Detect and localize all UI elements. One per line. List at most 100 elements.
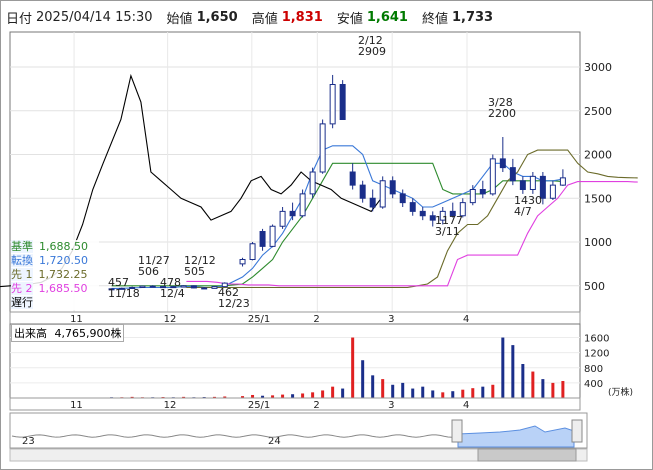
candle-body <box>289 210 296 217</box>
high-value: 1,831 <box>281 9 323 25</box>
navigator-scrollbar[interactable] <box>9 448 588 462</box>
navigator-label: 23 <box>22 436 35 447</box>
volume-title: 出来高 <box>14 327 47 340</box>
volume-bar <box>521 364 525 398</box>
candle-body <box>449 210 456 217</box>
candle-body <box>118 287 125 290</box>
low-label: 安値 <box>336 11 363 27</box>
candle-body <box>180 285 187 288</box>
volume-label: 出来高 4,765,900株 <box>11 324 125 342</box>
candle-body <box>409 202 416 212</box>
y-tick-label: 2000 <box>584 149 612 162</box>
annotation-value: 12/23 <box>218 297 250 310</box>
high-label: 高値 <box>251 11 278 27</box>
candle-body <box>559 177 566 186</box>
annotation-value: 3/11 <box>435 225 460 238</box>
x-tick-label: 25/1 <box>248 314 270 325</box>
volume-bar <box>291 394 295 398</box>
annotation-value: 11/18 <box>108 287 140 300</box>
candle-body <box>529 175 536 190</box>
annotation-value: 2909 <box>358 45 386 58</box>
y-tick-label: 500 <box>584 280 605 293</box>
volume-bar <box>351 337 355 398</box>
x-tick-label-volume: 12 <box>164 400 177 411</box>
annotation-value: 2200 <box>488 107 516 120</box>
candle-body <box>459 202 466 217</box>
legend-row: 遅行 <box>11 296 99 310</box>
volume-tick-label: 400 <box>584 379 603 390</box>
y-tick-label: 3000 <box>584 61 612 74</box>
volume-bar <box>421 386 425 398</box>
annotation-label: 457 <box>108 276 129 289</box>
volume-bar <box>501 337 505 398</box>
candle-body <box>211 286 218 289</box>
datetime-value: 2025/04/14 15:30 <box>36 9 153 25</box>
ichimoku-line <box>111 162 563 287</box>
x-tick-label: 2 <box>313 314 319 325</box>
legend-value: 1,688.50 <box>39 240 88 253</box>
candle-body <box>139 285 146 288</box>
volume-bar <box>261 395 265 398</box>
legend-row: 先 2 1,685.50 <box>11 282 99 296</box>
candle-body <box>429 215 436 221</box>
x-tick-label-volume: 25/1 <box>248 400 270 411</box>
legend-label: 先 1 <box>11 268 33 281</box>
candle-body <box>190 285 197 289</box>
legend-label: 遅行 <box>11 296 33 309</box>
volume-bar <box>531 371 535 398</box>
candle-body <box>108 288 115 291</box>
volume-bar <box>381 379 385 398</box>
navigator-scroll-thumb[interactable] <box>477 448 577 462</box>
volume-bar <box>341 388 345 398</box>
candle-body <box>309 171 316 195</box>
annotation-value: 12/4 <box>160 287 185 300</box>
legend-value: 1,720.50 <box>39 254 88 267</box>
volume-bar <box>481 386 485 398</box>
candle-body <box>359 184 366 199</box>
candle-body <box>170 286 177 289</box>
x-tick-label: 11 <box>70 314 83 325</box>
price-panel <box>9 31 581 313</box>
volume-tick-label: 1200 <box>584 349 609 360</box>
candle-body <box>129 287 136 289</box>
candle-body <box>469 189 476 204</box>
navigator-left-handle[interactable] <box>451 419 463 443</box>
indicator-legend: 基準 1,688.50 転換 1,720.50 先 1 1,732.25 先 2 1,685.… <box>11 240 99 310</box>
volume-bar <box>241 396 245 398</box>
candle-body <box>519 180 526 190</box>
annotation-label: 462 <box>218 286 239 299</box>
candle-body <box>479 189 486 195</box>
navigator-right-handle[interactable] <box>571 419 583 443</box>
x-tick-label-volume: 3 <box>388 400 394 411</box>
y-tick-label: 2500 <box>584 105 612 118</box>
x-tick-label: 4 <box>463 314 469 325</box>
candle-body <box>339 84 346 120</box>
volume-bar <box>451 391 455 398</box>
y-tick-label: 1500 <box>584 192 612 205</box>
candle-body <box>221 282 228 288</box>
date-label: 日付 <box>6 11 33 27</box>
volume-bar <box>251 394 255 398</box>
volume-tick-label: 800 <box>584 364 603 375</box>
volume-bar <box>331 386 335 398</box>
volume-bar <box>391 384 395 398</box>
navigator-selection <box>457 425 575 448</box>
candle-body <box>549 184 556 199</box>
low-value: 1,641 <box>366 9 408 25</box>
annotation-value: 4/7 <box>514 205 532 218</box>
x-tick-label-volume: 11 <box>70 400 83 411</box>
volume-bar <box>371 375 375 398</box>
volume-bar <box>361 360 365 398</box>
candle-body <box>239 259 246 265</box>
candle-body <box>369 197 376 208</box>
candle-body <box>379 180 386 208</box>
annotation-label: 11/27 <box>138 254 170 267</box>
volume-bar <box>182 396 186 398</box>
open-value: 1,650 <box>196 9 238 25</box>
volume-bar <box>321 390 325 398</box>
volume-bar <box>281 394 285 398</box>
legend-value: 1,685.50 <box>38 282 88 295</box>
candle-body <box>319 123 326 173</box>
volume-bar <box>401 382 405 398</box>
